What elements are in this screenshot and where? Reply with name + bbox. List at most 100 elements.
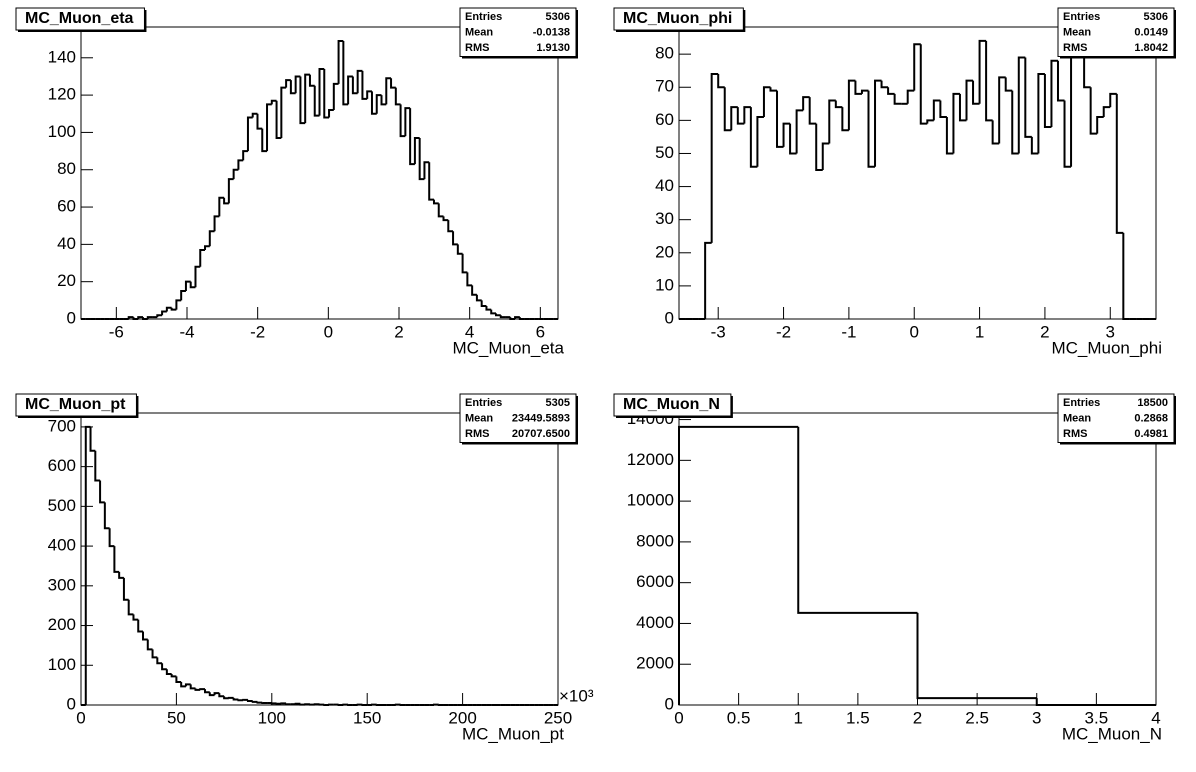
histogram-bin: [965, 79, 974, 121]
histogram-bin: [213, 215, 220, 232]
x-tick-label: 1: [975, 322, 984, 341]
histogram-bin: [375, 94, 382, 114]
title-box: MC_Muon_N: [613, 393, 733, 418]
y-tick-label: 20: [655, 242, 674, 261]
x-axis-multiplier: ×10³: [559, 686, 594, 705]
histogram-bin: [251, 112, 258, 118]
histogram-bin: [251, 700, 258, 703]
histogram-bin: [356, 69, 363, 94]
histogram-bin: [175, 676, 182, 683]
stats-box: Entries 5306 Mean 0.0149 RMS 1.8042: [1057, 7, 1176, 59]
stats-value: 23449.5893: [512, 412, 570, 424]
histogram-bin: [156, 314, 163, 318]
y-tick-label: 140: [48, 47, 76, 66]
histogram-bin: [289, 80, 296, 95]
stats-frame: [1057, 7, 1175, 57]
title-frame: [613, 393, 732, 417]
histogram-bin: [146, 639, 153, 651]
histogram-bin: [299, 703, 306, 706]
stats-value: 5306: [546, 11, 570, 23]
histogram-bin: [122, 577, 129, 601]
histogram-bin: [776, 90, 784, 148]
histogram-bin: [161, 310, 167, 316]
histogram-bin: [821, 142, 830, 171]
histogram-bin: [142, 631, 148, 641]
histogram-bin: [514, 316, 520, 319]
stats-value: 0.4981: [1134, 428, 1168, 440]
histogram-bin: [337, 39, 344, 84]
histogram-bin: [351, 76, 358, 95]
histogram-bin: [432, 199, 439, 205]
x-tick-label: 3: [1106, 322, 1115, 341]
x-tick-label: 3.5: [1085, 708, 1109, 727]
histogram-bin: [232, 697, 239, 701]
histogram-bin: [1056, 60, 1065, 102]
histogram-bin: [854, 80, 862, 95]
x-tick-label: 1.5: [846, 708, 870, 727]
histogram-bin: [880, 80, 889, 89]
stats-box: Entries 5305 Mean 23449.5893 RMS 20707.6500: [459, 393, 578, 445]
x-tick-label: 4: [1151, 708, 1160, 727]
x-tick-label: 250: [544, 708, 572, 727]
stats-label: RMS: [1063, 428, 1087, 440]
chart-title: MC_Muon_eta: [25, 10, 134, 27]
y-tick-label: 30: [655, 209, 674, 228]
histogram-bin: [394, 87, 401, 106]
x-tick-label: -4: [179, 322, 194, 341]
histogram-bin: [1122, 232, 1130, 320]
histogram-bin: [860, 89, 869, 94]
histogram-bin: [256, 701, 263, 704]
stats-value: 20707.6500: [512, 428, 570, 440]
histogram-bin: [165, 306, 172, 312]
x-tick-label: -2: [776, 322, 791, 341]
histogram-bin: [161, 663, 167, 671]
stats-box: Entries 5306 Mean -0.0138 RMS 1.9130: [459, 7, 578, 59]
histogram-bin: [227, 178, 234, 204]
histogram-bin: [156, 657, 163, 665]
histogram-bin: [137, 619, 144, 633]
histogram-bin: [423, 161, 430, 180]
histogram-bin: [132, 614, 139, 621]
y-tick-label: 100: [48, 122, 76, 141]
histogram-bin: [1109, 92, 1117, 108]
histogram-bin: [170, 307, 177, 311]
frame: [80, 26, 559, 320]
y-tick-label: 100: [48, 655, 76, 674]
y-tick-label: 300: [48, 575, 76, 594]
stats-value: 5305: [546, 397, 570, 409]
histogram-bin: [1102, 106, 1111, 118]
histogram-bin: [132, 317, 139, 320]
y-tick-label: 0: [67, 308, 76, 327]
histogram-bin: [108, 528, 115, 548]
histogram-bin: [874, 79, 882, 167]
histogram-bin: [223, 197, 229, 205]
histogram-bin: [1030, 136, 1039, 155]
histogram-bin: [1004, 77, 1013, 92]
y-tick-label: 600: [48, 456, 76, 475]
stats-label: Entries: [465, 397, 502, 409]
histogram-bin: [808, 97, 817, 125]
histogram-bin: [834, 100, 843, 109]
y-tick-label: 400: [48, 536, 76, 555]
stats-frame: [459, 7, 577, 57]
x-axis-label: MC_Muon_phi: [1051, 338, 1162, 357]
stats-label: RMS: [465, 42, 489, 54]
y-tick-label: 0: [665, 694, 674, 713]
histogram-bin: [361, 70, 368, 100]
x-tick-label: 0: [324, 322, 333, 341]
y-tick-label: 20: [57, 271, 76, 290]
histogram-bin: [704, 241, 712, 319]
histogram-bin: [194, 265, 201, 288]
histogram-bin: [991, 120, 1000, 145]
x-tick-label: 50: [167, 708, 186, 727]
stats-value: 1.8042: [1134, 42, 1168, 54]
histogram-bin: [952, 92, 960, 154]
histogram-bin: [242, 150, 248, 161]
stats-label: Entries: [1063, 11, 1100, 23]
histogram-bin: [717, 74, 725, 89]
histogram-bin: [170, 674, 177, 678]
y-tick-label: 10000: [627, 491, 674, 510]
histogram-bin: [428, 162, 434, 201]
